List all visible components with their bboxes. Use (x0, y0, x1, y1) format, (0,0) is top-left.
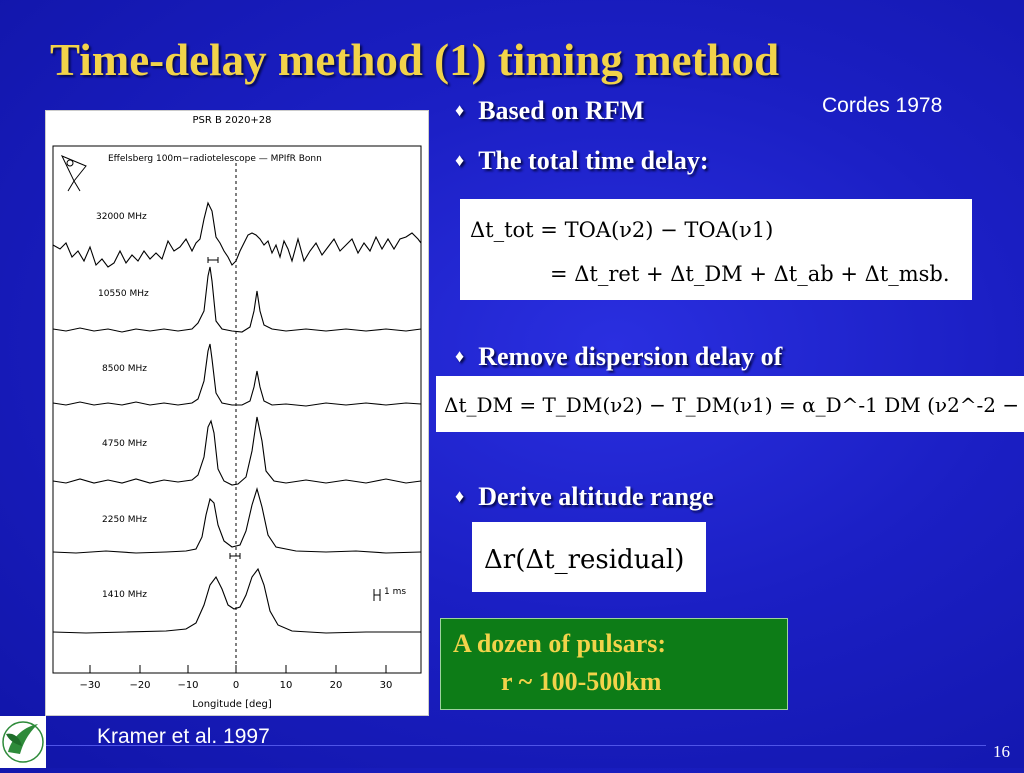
trace-1410 (52, 567, 421, 634)
x-axis-ticks (89, 665, 387, 673)
x-tick-label: 20 (330, 680, 343, 691)
diamond-bullet-icon: ♦ (455, 150, 465, 170)
x-tick-label: −30 (79, 680, 100, 691)
scale-label: 1 ms (384, 587, 406, 597)
pulse-profile-figure: PSR B 2020+28 Effelsberg 100m−radioteles… (45, 110, 429, 716)
reference-cordes: Cordes 1978 (822, 94, 943, 117)
equation-altitude: Δr(Δt_residual) (472, 522, 706, 592)
diamond-bullet-icon: ♦ (455, 346, 465, 366)
freq-label-8500: 8500 MHz (102, 364, 147, 374)
freq-label-10550: 10550 MHz (98, 289, 149, 299)
bullet-altitude: ♦ Derive altitude range (455, 482, 714, 512)
trace-8500 (52, 343, 422, 407)
equation-dm-delay: Δt_DM = T_DM(ν2) − T_DM(ν1) = α_D^-1 DM … (436, 376, 1024, 432)
slide-title: Time-delay method (1) timing method (50, 35, 780, 85)
freq-label-2250: 2250 MHz (102, 515, 147, 525)
highlight-line2: r ~ 100-500km (501, 667, 662, 696)
page-number: 16 (993, 742, 1010, 761)
eq-total-line1: Δt_tot = TOA(ν2) − TOA(ν1) (470, 218, 773, 242)
bullet-text: Derive altitude range (478, 482, 714, 511)
diamond-bullet-icon: ♦ (455, 100, 465, 120)
bullet-rfm: ♦ Based on RFM (455, 96, 644, 126)
x-tick-labels: −30 −20 −10 0 10 20 30 (79, 680, 392, 691)
x-axis-label: Longitude [deg] (192, 699, 272, 710)
reference-kramer: Kramer et al. 1997 (97, 725, 270, 748)
bullet-text: Remove dispersion delay of (478, 342, 783, 371)
x-tick-label: −20 (129, 680, 150, 691)
diamond-bullet-icon: ♦ (455, 486, 465, 506)
equation-total-delay-render: Δt_tot = TOA(ν2) − TOA(ν1) = Δt_ret + Δt… (470, 218, 950, 286)
eq-total-line2: = Δt_ret + Δt_DM + Δt_ab + Δt_msb. (550, 262, 950, 286)
plot-frame (52, 145, 422, 674)
pulse-profile-plot: PSR B 2020+28 Effelsberg 100m−radioteles… (52, 115, 422, 710)
trace-2250 (52, 487, 422, 554)
bullet-text: Based on RFM (478, 96, 645, 125)
equation-dm-render: Δt_DM = T_DM(ν2) − T_DM(ν1) = α_D^-1 DM … (444, 393, 1024, 417)
bullet-remove-dispersion: ♦ Remove dispersion delay of (455, 342, 782, 372)
bullet-text: The total time delay: (478, 146, 709, 175)
eq-dm: Δt_DM = T_DM(ν2) − T_DM(ν1) = α_D^-1 DM … (444, 393, 1024, 417)
trace-32000 (52, 201, 422, 268)
eq-altitude: Δr(Δt_residual) (484, 545, 684, 575)
highlight-line1: A dozen of pulsars: (453, 629, 667, 658)
x-tick-label: −10 (177, 680, 198, 691)
x-tick-label: 0 (233, 680, 239, 691)
equation-altitude-render: Δr(Δt_residual) (484, 545, 684, 575)
freq-label-1410: 1410 MHz (102, 590, 147, 600)
x-tick-label: 30 (380, 680, 393, 691)
logo-icon (2, 721, 44, 763)
freq-label-32000: 32000 MHz (96, 212, 147, 222)
pulsars-highlight-box: A dozen of pulsars: r ~ 100-500km (440, 618, 788, 710)
bullet-total-delay: ♦ The total time delay: (455, 146, 709, 176)
figure-title: PSR B 2020+28 (192, 115, 271, 126)
equation-total-delay: Δt_tot = TOA(ν2) − TOA(ν1) = Δt_ret + Δt… (460, 199, 972, 300)
trace-10550 (52, 266, 422, 333)
institution-logo (0, 716, 46, 768)
footer-divider (46, 745, 986, 746)
figure-caption: Effelsberg 100m−radiotelescope — MPIfR B… (108, 154, 322, 164)
x-tick-label: 10 (280, 680, 293, 691)
freq-label-4750: 4750 MHz (102, 439, 147, 449)
antenna-icon (60, 155, 87, 192)
error-bars (207, 257, 381, 601)
trace-4750 (52, 416, 422, 486)
